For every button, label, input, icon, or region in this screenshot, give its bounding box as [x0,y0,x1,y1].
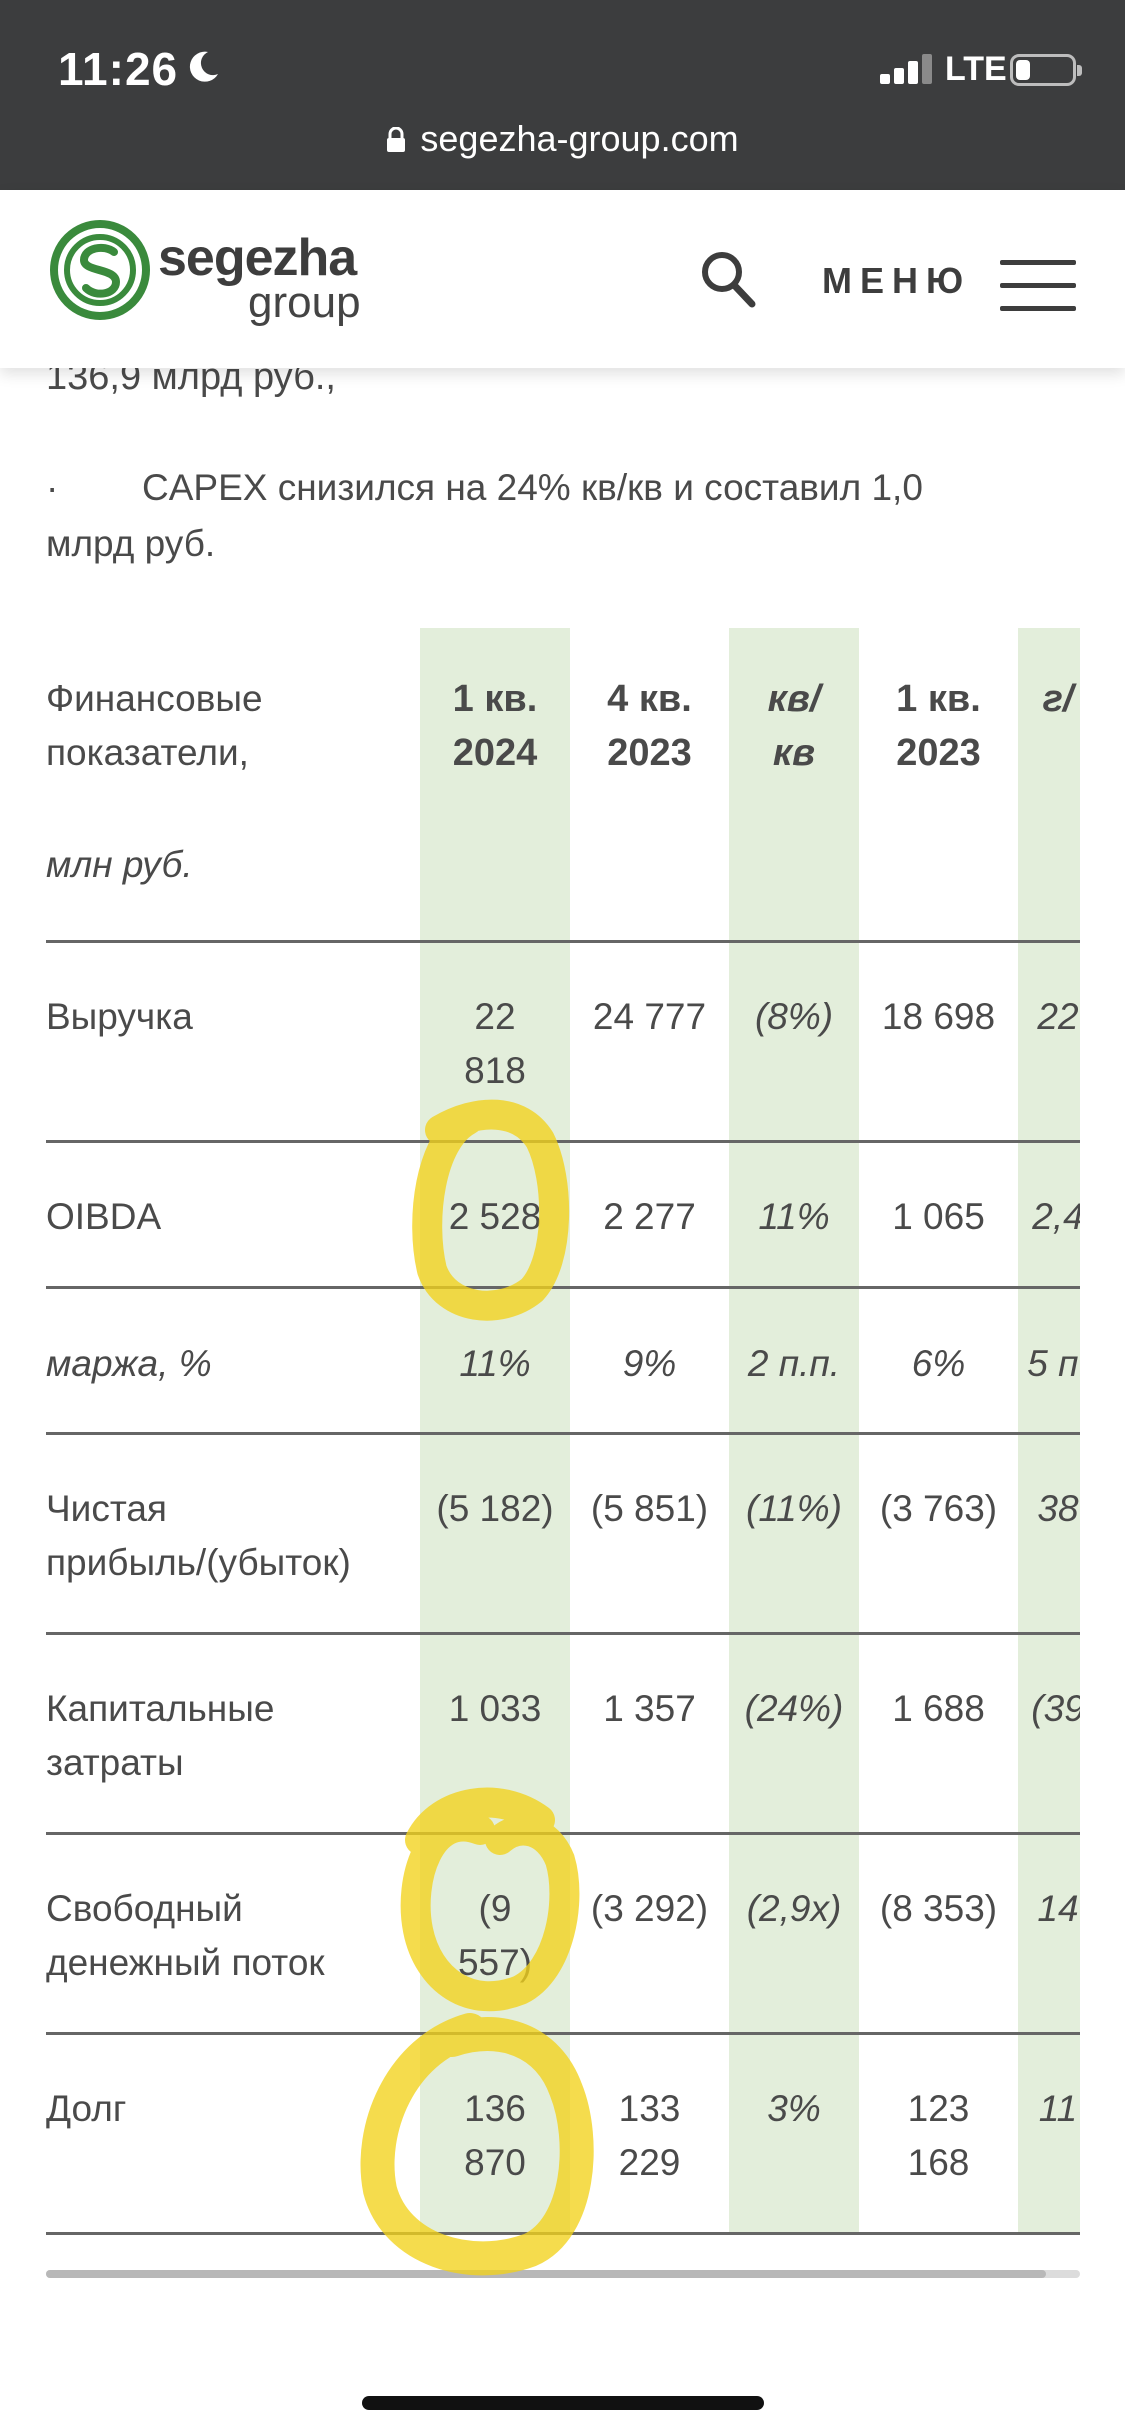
table-cell: 2 277 [603,1196,696,1237]
status-time: 11:26 [58,43,179,95]
column-header: 1 кв. 2023 [896,678,981,774]
table-cell: (9 557) [457,1888,533,1983]
table-cell: (24%) [744,1688,844,1729]
table-cell: 136 870 [464,2088,526,2183]
scrollbar-thumb[interactable] [46,2270,1046,2278]
table-cell: (2,9x) [746,1888,842,1929]
table-cell: 11 [1038,2088,1078,2129]
row-label: Чистая прибыль/(убыток) [46,1488,351,1583]
bullet-text: CAPEX снизился на 24% кв/кв и составил 1… [46,467,923,564]
table-cell: 2,4 [1032,1196,1084,1237]
lock-icon [387,127,406,152]
highlight-column-qoq [729,628,859,2233]
table-cell: 2 528 [448,1196,542,1237]
table-cell: (5 851) [590,1488,709,1529]
table-unit-label: млн руб. [46,844,193,885]
table-cell: 22 818 [464,996,526,1091]
menu-button[interactable]: МЕНЮ [822,260,972,301]
table-cell: (3 763) [879,1488,998,1529]
row-label: OIBDA [46,1196,162,1237]
site-header: segezha group МЕНЮ [0,190,1125,368]
table-cell: (5 182) [436,1488,554,1529]
column-header: 1 кв. 2024 [452,678,538,774]
table-divider [46,1832,1080,1835]
table-cell: 18 698 [881,996,996,1037]
column-header: 4 кв. 2023 [607,678,692,774]
url-text: segezha-group.com [420,118,739,159]
table-divider [46,1632,1080,1635]
table-divider [46,2232,1080,2235]
segezha-logo[interactable]: segezha group [50,220,361,330]
row-label: маржа, % [46,1343,212,1384]
table-cell: (8%) [754,996,834,1037]
table-cell: 11% [758,1196,830,1237]
table-header-label: Финансовые показатели, [46,678,263,773]
table-divider [46,1140,1080,1143]
capex-bullet: · CAPEX снизился на 24% кв/кв и составил… [46,460,1006,572]
column-header: г/ [1042,678,1074,720]
table-divider [46,1432,1080,1435]
row-label: Капитальные затраты [46,1688,275,1783]
cellular-signal-icon [880,54,936,84]
table-cell: (11%) [746,1488,842,1529]
search-icon[interactable] [700,250,756,308]
table-divider [46,940,1080,943]
highlight-column-q1-2024 [420,628,570,2233]
table-cell: (8 353) [879,1888,998,1929]
segezha-emblem-icon [50,220,150,320]
table-divider [46,1286,1080,1289]
address-bar[interactable]: segezha-group.com [0,118,1125,160]
bullet-dot: · [46,467,59,508]
column-header: кв/кв [767,678,821,774]
table-cell: 1 688 [892,1688,985,1729]
table-cell: 38 [1037,1488,1079,1529]
ios-status-bar: 11:26 LTE segezha-group.com [0,0,1125,190]
table-cell: 133 229 [618,2088,681,2183]
row-label: Выручка [46,996,193,1037]
table-cell: 11% [459,1343,531,1384]
row-label: Свободный денежный поток [46,1888,325,1983]
home-indicator [362,2396,764,2410]
row-label: Долг [46,2088,127,2129]
highlight-column-yoy [1018,628,1080,2233]
table-divider [46,2032,1080,2035]
table-cell: 123 168 [907,2088,970,2183]
table-cell: 5 п. [1027,1343,1089,1384]
table-cell: (39 [1031,1688,1085,1729]
table-cell: 9% [622,1343,677,1384]
table-cell: 24 777 [592,996,707,1037]
moon-icon [189,51,218,82]
table-cell: 1 357 [603,1688,696,1729]
table-cell: 1 065 [892,1196,985,1237]
table-cell: 6% [911,1343,966,1384]
table-cell: 2 п.п. [747,1343,841,1384]
battery-icon [1010,54,1082,86]
table-horizontal-scrollbar[interactable] [46,2270,1080,2278]
table-cell: 3% [767,2088,821,2129]
table-cell: 1 033 [448,1688,542,1729]
table-cell: (3 292) [590,1888,709,1929]
table-clip-edge [1080,628,1125,2268]
table-cell: 14 [1037,1888,1079,1929]
hamburger-menu-icon[interactable] [1000,260,1076,312]
network-type: LTE [945,50,1007,88]
table-cell: 22 [1037,996,1079,1037]
logo-wordmark: segezha group [158,229,361,327]
